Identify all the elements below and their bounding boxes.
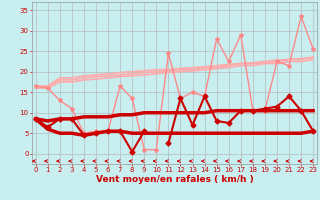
X-axis label: Vent moyen/en rafales ( km/h ): Vent moyen/en rafales ( km/h ) bbox=[96, 175, 253, 184]
